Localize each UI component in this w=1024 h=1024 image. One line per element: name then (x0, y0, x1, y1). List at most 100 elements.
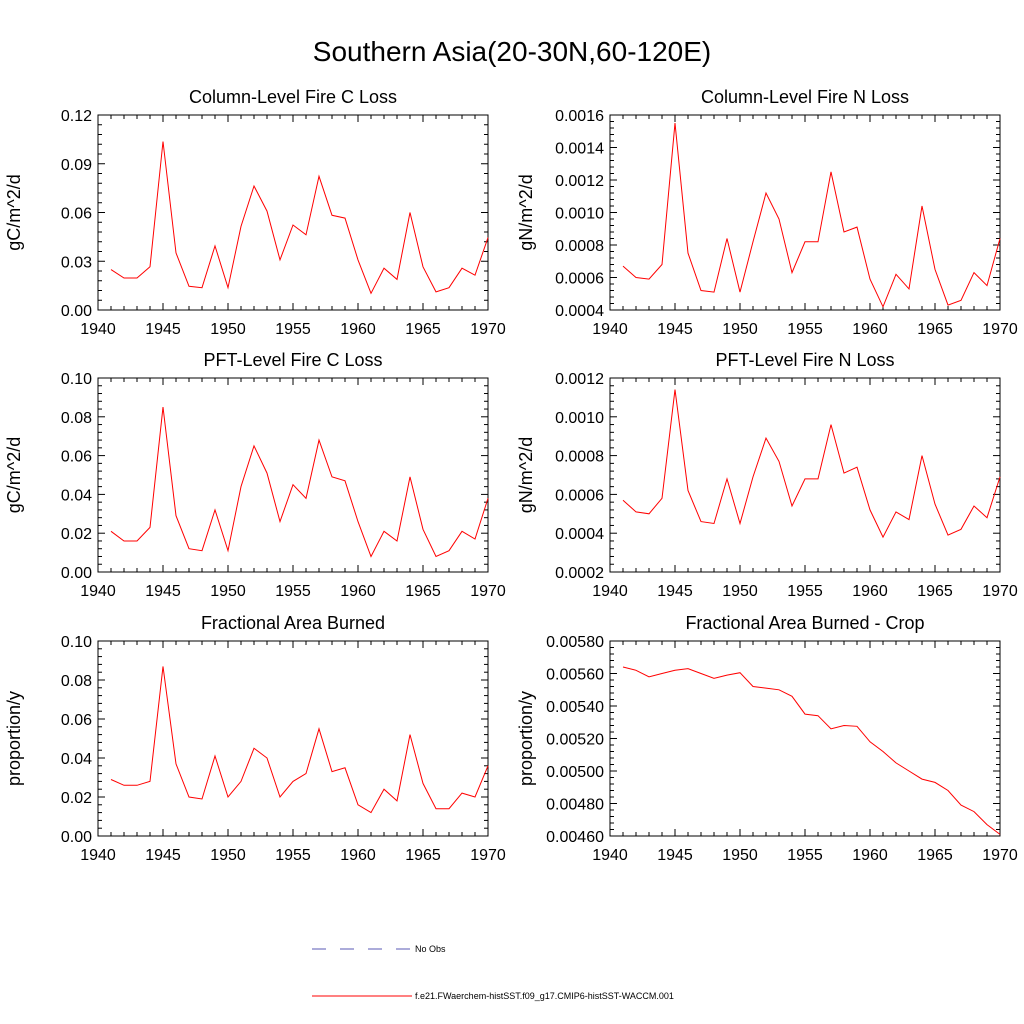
y-axis-label: gN/m^2/d (516, 437, 536, 513)
x-tick-label: 1970 (470, 847, 506, 864)
y-tick-label: 0.0004 (555, 303, 604, 320)
x-tick-label: 1960 (852, 321, 888, 338)
y-axis-label: proportion/y (4, 691, 24, 786)
x-tick-label: 1965 (917, 583, 953, 600)
x-tick-label: 1940 (80, 583, 116, 600)
x-tick-label: 1970 (470, 321, 506, 338)
y-axis-label: gN/m^2/d (516, 174, 536, 250)
y-tick-label: 0.12 (61, 108, 92, 125)
y-tick-label: 0.00500 (546, 764, 604, 781)
y-tick-label: 0.08 (61, 673, 92, 690)
legend-obs-label: No Obs (415, 944, 446, 954)
x-tick-label: 1960 (340, 847, 376, 864)
panel-title: PFT-Level Fire N Loss (715, 350, 894, 370)
series-line (622, 389, 1001, 539)
y-tick-label: 0.0008 (555, 449, 604, 466)
y-tick-label: 0.04 (61, 751, 92, 768)
chart-panel-pft-n-loss: PFT-Level Fire N Loss gN/m^2/d 1940 1945 195… (516, 350, 1018, 600)
y-tick-label: 0.0016 (555, 108, 604, 125)
series-line (622, 123, 1001, 309)
plot-frame (609, 377, 1001, 573)
x-tick-label: 1950 (722, 847, 758, 864)
y-tick-label: 0.00 (61, 829, 92, 846)
y-tick-label: 0.00580 (546, 634, 604, 651)
x-tick-label: 1955 (275, 583, 311, 600)
y-tick-label: 0.0006 (555, 271, 604, 288)
y-tick-label: 0.04 (61, 487, 92, 504)
x-tick-label: 1960 (852, 583, 888, 600)
chart-panel-pft-c-loss: PFT-Level Fire C Loss gC/m^2/d 1940 1945 195… (4, 350, 506, 600)
x-tick-label: 1945 (145, 583, 181, 600)
legend-model-label: f.e21.FWaerchem-histSST.f09_g17.CMIP6-hi… (415, 991, 674, 1001)
plot-frame (609, 114, 1001, 311)
y-tick-label: 0.0014 (555, 141, 604, 158)
y-axis-label: proportion/y (516, 691, 536, 786)
x-tick-label: 1945 (657, 321, 693, 338)
y-tick-label: 0.10 (61, 371, 92, 388)
x-tick-label: 1970 (982, 321, 1018, 338)
y-tick-label: 0.00520 (546, 732, 604, 749)
x-tick-label: 1950 (210, 583, 246, 600)
x-tick-label: 1965 (405, 321, 441, 338)
y-tick-label: 0.00480 (546, 797, 604, 814)
plot-frame (97, 640, 489, 837)
x-tick-label: 1955 (787, 321, 823, 338)
x-tick-label: 1945 (145, 321, 181, 338)
panel-title: Column-Level Fire N Loss (701, 87, 909, 107)
x-tick-label: 1950 (722, 321, 758, 338)
x-tick-label: 1965 (405, 583, 441, 600)
y-tick-label: 0.0010 (555, 206, 604, 223)
x-tick-label: 1940 (592, 583, 628, 600)
x-tick-label: 1960 (340, 583, 376, 600)
x-tick-label: 1970 (982, 847, 1018, 864)
series-line (622, 666, 1001, 835)
y-tick-label: 0.0010 (555, 410, 604, 427)
x-tick-label: 1960 (852, 847, 888, 864)
x-tick-label: 1940 (80, 321, 116, 338)
y-tick-label: 0.06 (61, 712, 92, 729)
y-tick-label: 0.02 (61, 526, 92, 543)
x-tick-label: 1960 (340, 321, 376, 338)
y-tick-label: 0.02 (61, 790, 92, 807)
legend: No Obs f.e21.FWaerchem-histSST.f09_g17.C… (312, 944, 674, 1001)
series-line (110, 141, 489, 295)
plot-frame (97, 114, 489, 311)
x-tick-label: 1965 (917, 847, 953, 864)
panel-title: Column-Level Fire C Loss (189, 87, 397, 107)
x-tick-label: 1970 (982, 583, 1018, 600)
panel-title: Fractional Area Burned (201, 613, 385, 633)
panel-title: PFT-Level Fire C Loss (203, 350, 382, 370)
plot-frame (609, 640, 1001, 837)
x-tick-label: 1955 (275, 847, 311, 864)
x-tick-label: 1955 (787, 847, 823, 864)
x-tick-label: 1965 (405, 847, 441, 864)
y-tick-label: 0.06 (61, 206, 92, 223)
y-tick-label: 0.0012 (555, 371, 604, 388)
x-tick-label: 1950 (210, 847, 246, 864)
x-tick-label: 1950 (722, 583, 758, 600)
x-tick-label: 1965 (917, 321, 953, 338)
chart-panel-column-n-loss: Column-Level Fire N Loss gN/m^2/d 1940 1945… (516, 87, 1018, 338)
y-tick-label: 0.0004 (555, 526, 604, 543)
x-tick-label: 1970 (470, 583, 506, 600)
series-line (110, 666, 489, 814)
x-tick-label: 1945 (657, 583, 693, 600)
x-tick-label: 1940 (80, 847, 116, 864)
x-tick-label: 1945 (145, 847, 181, 864)
y-axis-label: gC/m^2/d (4, 174, 24, 250)
y-tick-label: 0.00 (61, 303, 92, 320)
y-tick-label: 0.00540 (546, 699, 604, 716)
y-tick-label: 0.03 (61, 254, 92, 271)
series-line (110, 407, 489, 558)
y-tick-label: 0.0012 (555, 173, 604, 190)
page-title: Southern Asia(20-30N,60-120E) (312, 36, 712, 67)
chart-panel-column-c-loss: Column-Level Fire C Loss gC/m^2/d 1940 1945… (4, 87, 506, 338)
x-tick-label: 1950 (210, 321, 246, 338)
chart-panel-area-burned-crop: Fractional Area Burned - Crop proportion/… (516, 613, 1018, 864)
x-tick-label: 1955 (275, 321, 311, 338)
x-tick-label: 1940 (592, 847, 628, 864)
y-tick-label: 0.00460 (546, 829, 604, 846)
y-tick-label: 0.08 (61, 410, 92, 427)
panel-title: Fractional Area Burned - Crop (685, 613, 924, 633)
